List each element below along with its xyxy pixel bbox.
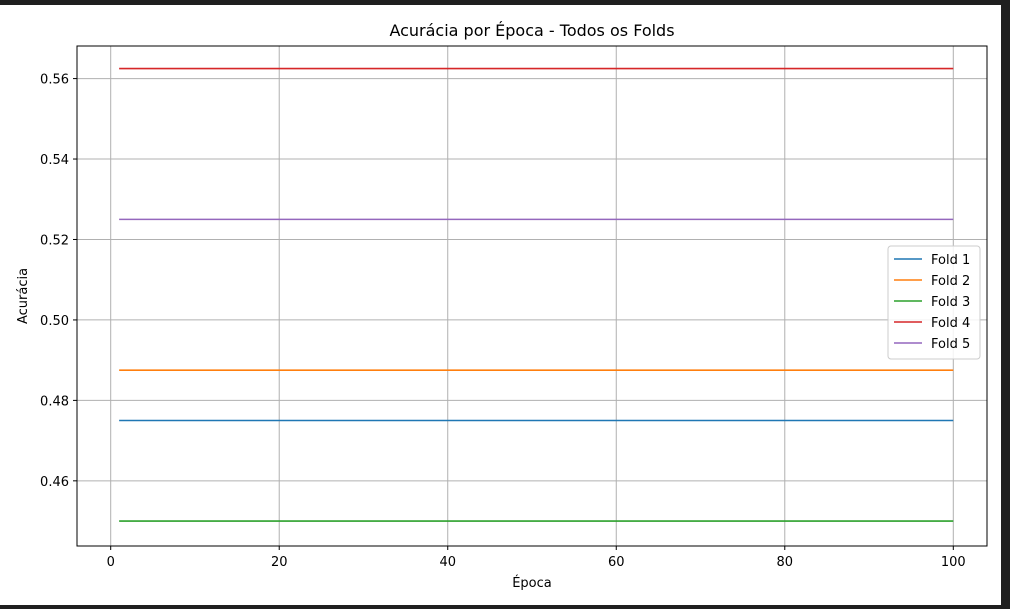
legend-label: Fold 1 <box>931 253 970 268</box>
chart-title: Acurácia por Época - Todos os Folds <box>389 21 674 40</box>
legend-label: Fold 3 <box>931 295 970 310</box>
window-top-border <box>0 0 1010 5</box>
x-axis-label: Época <box>512 575 552 591</box>
y-axis-ticks: 0.46 0.48 0.50 0.52 0.54 0.56 <box>40 73 77 490</box>
window-right-border <box>1001 0 1010 605</box>
legend-label: Fold 2 <box>931 274 970 289</box>
x-tick-label: 40 <box>439 555 456 570</box>
x-tick-label: 0 <box>107 555 115 570</box>
x-axis-ticks: 0 20 40 60 80 100 <box>107 546 966 570</box>
figure-canvas: 0 20 40 60 80 100 0.46 0.48 0.50 0.52 0.54 0.56 Ac… <box>0 5 1001 605</box>
legend-label: Fold 4 <box>931 316 970 331</box>
x-tick-label: 100 <box>941 555 966 570</box>
legend: Fold 1 Fold 2 Fold 3 Fold 4 Fold 5 <box>887 245 981 360</box>
figure-background <box>0 5 1001 605</box>
series-lines <box>119 67 954 522</box>
y-tick-label: 0.48 <box>40 394 69 409</box>
y-tick-label: 0.50 <box>40 314 69 329</box>
grid <box>77 46 987 546</box>
y-tick-label: 0.52 <box>40 233 69 248</box>
x-tick-label: 60 <box>608 555 625 570</box>
line-chart: 0 20 40 60 80 100 0.46 0.48 0.50 0.52 0.54 0.56 Ac… <box>0 5 1001 605</box>
legend-box <box>887 245 981 360</box>
y-tick-label: 0.46 <box>40 475 69 490</box>
legend-label: Fold 5 <box>931 337 970 352</box>
x-tick-label: 80 <box>777 555 794 570</box>
x-tick-label: 20 <box>271 555 288 570</box>
y-axis-label: Acurácia <box>16 268 31 324</box>
axes-frame <box>76 45 988 547</box>
y-tick-label: 0.54 <box>40 153 69 168</box>
y-tick-label: 0.56 <box>40 73 69 88</box>
